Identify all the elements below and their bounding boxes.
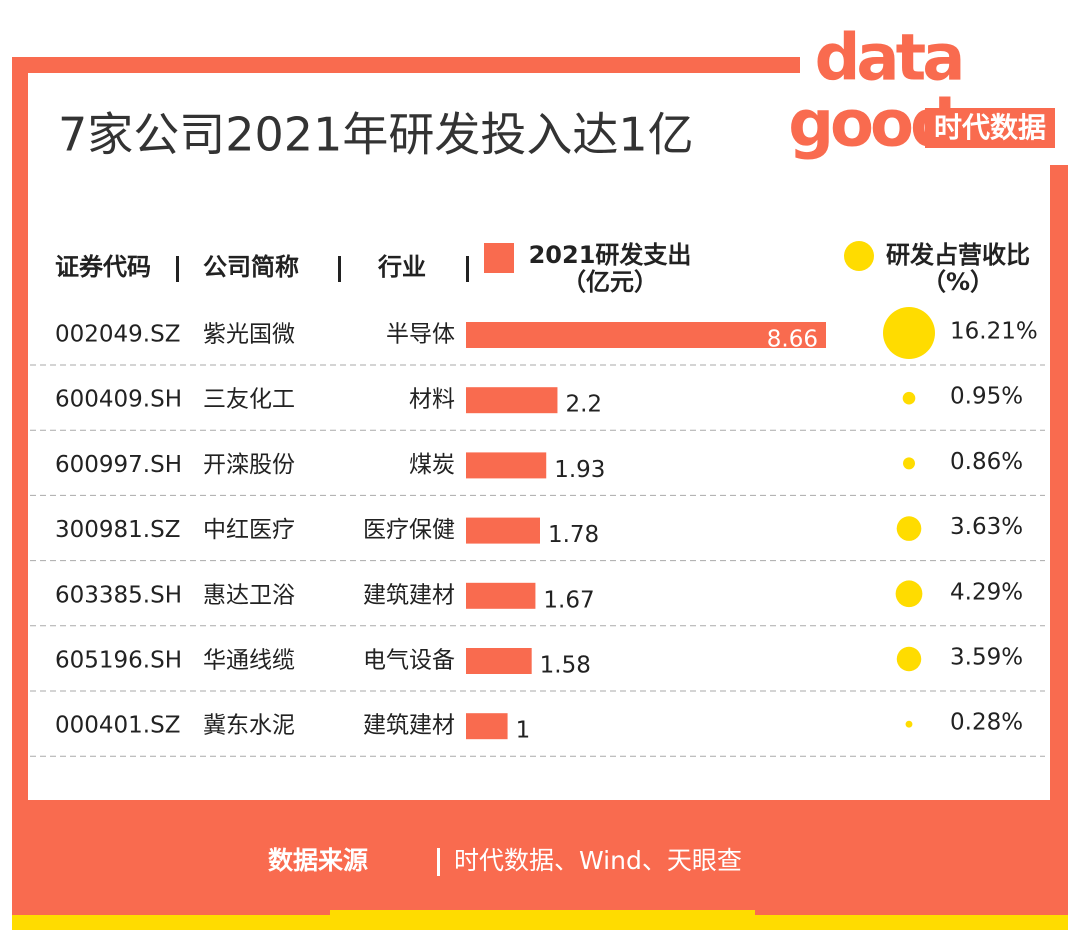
industry: 建筑建材	[363, 713, 455, 739]
code: 300981.SZ	[55, 517, 180, 543]
legend-unit: （%）	[922, 268, 994, 296]
bubble	[902, 391, 916, 405]
code: 600997.SH	[55, 452, 182, 478]
bar-label: 2.2	[565, 392, 602, 418]
bottom-highlight	[330, 910, 755, 922]
bar	[466, 452, 547, 479]
separator	[466, 256, 469, 282]
bar-label: 1	[516, 718, 531, 744]
separator	[437, 848, 440, 876]
ratio-label: 0.95%	[950, 384, 1023, 410]
bar	[466, 322, 826, 348]
separator	[338, 256, 341, 282]
source-label: 数据来源	[268, 846, 368, 875]
industry: 建筑建材	[363, 582, 455, 608]
company: 紫光国微	[203, 322, 295, 348]
ratio-label: 3.59%	[950, 645, 1023, 671]
industry: 煤炭	[409, 452, 455, 478]
column-header: 公司简称	[203, 253, 299, 281]
legend-label: 2021研发支出	[529, 241, 692, 269]
source: 时代数据、Wind、天眼查	[454, 846, 742, 875]
ratio-label: 16.21%	[950, 319, 1038, 345]
code: 000401.SZ	[55, 713, 180, 739]
ratio-label: 4.29%	[950, 579, 1023, 605]
legend-swatch	[484, 243, 514, 273]
bar-label: 1.93	[554, 457, 605, 483]
industry: 材料	[409, 387, 455, 413]
logo-brand-bg	[925, 108, 1055, 148]
panel	[28, 73, 1050, 800]
legend-label: 研发占营收比	[886, 241, 1030, 269]
bottom-strip	[12, 915, 1068, 930]
bar-label: 1.58	[540, 653, 591, 679]
ratio-label: 0.28%	[950, 710, 1023, 736]
bar	[466, 713, 508, 740]
bubble	[896, 646, 922, 672]
bar-label: 8.66	[767, 327, 818, 353]
ratio-label: 3.63%	[950, 514, 1023, 540]
logo-top: data	[815, 22, 962, 96]
legend-unit: （亿元）	[562, 268, 658, 296]
bar-label: 1.78	[548, 522, 599, 548]
industry: 医疗保健	[363, 517, 455, 543]
bar	[466, 517, 540, 544]
bubble	[883, 307, 935, 359]
bubble	[903, 457, 915, 470]
industry: 电气设备	[363, 648, 455, 674]
company: 华通线缆	[203, 648, 295, 674]
company: 三友化工	[203, 387, 295, 413]
bubble	[895, 580, 923, 608]
code: 002049.SZ	[55, 322, 180, 348]
bar	[466, 648, 532, 674]
title: 7家公司2021年研发投入达1亿	[58, 108, 694, 162]
legend-swatch	[844, 241, 874, 271]
company: 惠达卫浴	[203, 582, 295, 608]
code: 603385.SH	[55, 582, 182, 608]
code: 605196.SH	[55, 648, 182, 674]
ratio-label: 0.86%	[950, 449, 1023, 475]
column-header: 证券代码	[55, 253, 151, 281]
company: 冀东水泥	[203, 713, 295, 739]
code: 600409.SH	[55, 387, 182, 413]
bar	[466, 582, 536, 609]
separator	[176, 256, 179, 282]
bubble	[905, 720, 913, 728]
bar	[466, 387, 558, 414]
company: 开滦股份	[203, 452, 295, 478]
bar-label: 1.67	[543, 587, 594, 613]
company: 中红医疗	[203, 517, 295, 543]
bubble	[896, 516, 922, 541]
logo-brand: 时代数据	[934, 111, 1046, 144]
column-header: 行业	[377, 253, 426, 281]
industry: 半导体	[386, 322, 455, 348]
